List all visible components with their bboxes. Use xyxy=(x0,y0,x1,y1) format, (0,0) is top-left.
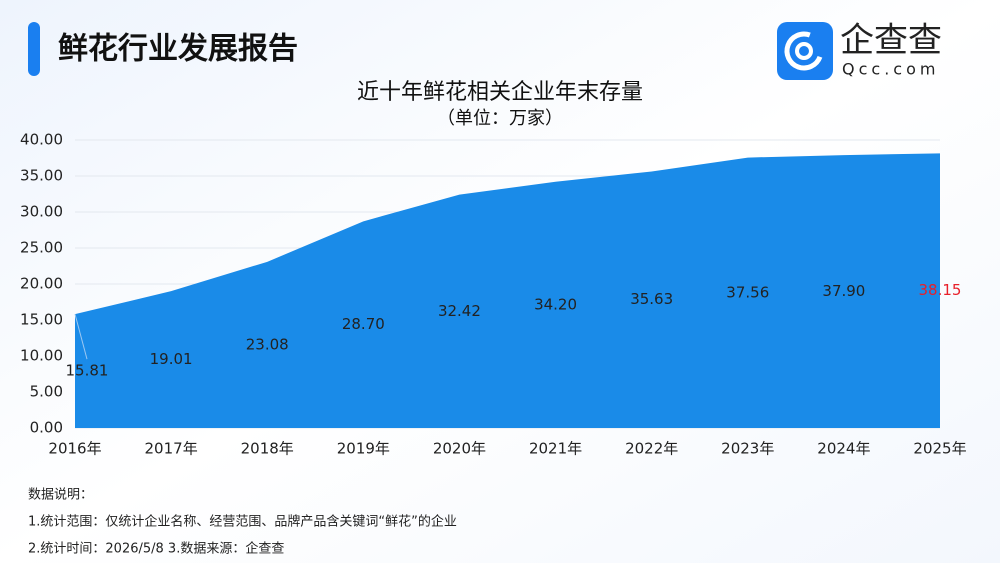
logo-text: 企查查 xyxy=(840,21,942,61)
x-tick-label: 2018年 xyxy=(241,440,294,458)
x-tick-label: 2016年 xyxy=(48,440,101,458)
x-tick-label: 2025年 xyxy=(913,440,966,458)
note: 数据说明： xyxy=(28,488,93,503)
value-label: 37.90 xyxy=(822,282,865,300)
logo-domain: Qcc.com xyxy=(842,60,939,79)
note: 2.统计时间：2026/5/8 3.数据来源：企查查 xyxy=(28,541,284,557)
note: 1.统计范围：仅统计企业名称、经营范围、品牌产品含关键词“鲜花”的企业 xyxy=(28,514,457,530)
x-tick-label: 2021年 xyxy=(529,440,582,458)
value-label: 28.70 xyxy=(342,315,385,333)
y-tick-label: 10.00 xyxy=(20,347,63,365)
logo-ring xyxy=(795,42,813,60)
value-label: 38.15 xyxy=(919,281,962,299)
y-tick-label: 35.00 xyxy=(20,167,63,185)
value-label: 19.01 xyxy=(150,350,193,368)
x-tick-label: 2019年 xyxy=(337,440,390,458)
y-tick-label: 15.00 xyxy=(20,311,63,329)
x-tick-label: 2020年 xyxy=(433,440,486,458)
value-label: 32.42 xyxy=(438,302,481,320)
chart-subtitle: （单位：万家） xyxy=(437,108,563,129)
value-label: 15.81 xyxy=(66,362,109,380)
page-title: 鲜花行业发展报告 xyxy=(58,32,298,67)
value-label: 34.20 xyxy=(534,295,577,313)
y-tick-label: 30.00 xyxy=(20,203,63,221)
value-label: 37.56 xyxy=(726,283,769,301)
value-label: 23.08 xyxy=(246,335,289,353)
value-label: 35.63 xyxy=(630,290,673,308)
y-tick-label: 5.00 xyxy=(30,383,63,401)
y-tick-label: 0.00 xyxy=(30,419,63,437)
x-tick-label: 2023年 xyxy=(721,440,774,458)
y-tick-label: 25.00 xyxy=(20,239,63,257)
title-accent xyxy=(28,22,40,76)
y-tick-label: 20.00 xyxy=(20,275,63,293)
leader-line xyxy=(74,314,88,360)
x-tick-label: 2017年 xyxy=(145,440,198,458)
x-tick-label: 2024年 xyxy=(817,440,870,458)
area xyxy=(75,153,940,428)
y-tick-label: 40.00 xyxy=(20,131,63,149)
x-tick-label: 2022年 xyxy=(625,440,678,458)
chart-title: 近十年鲜花相关企业年末存量 xyxy=(357,80,643,105)
